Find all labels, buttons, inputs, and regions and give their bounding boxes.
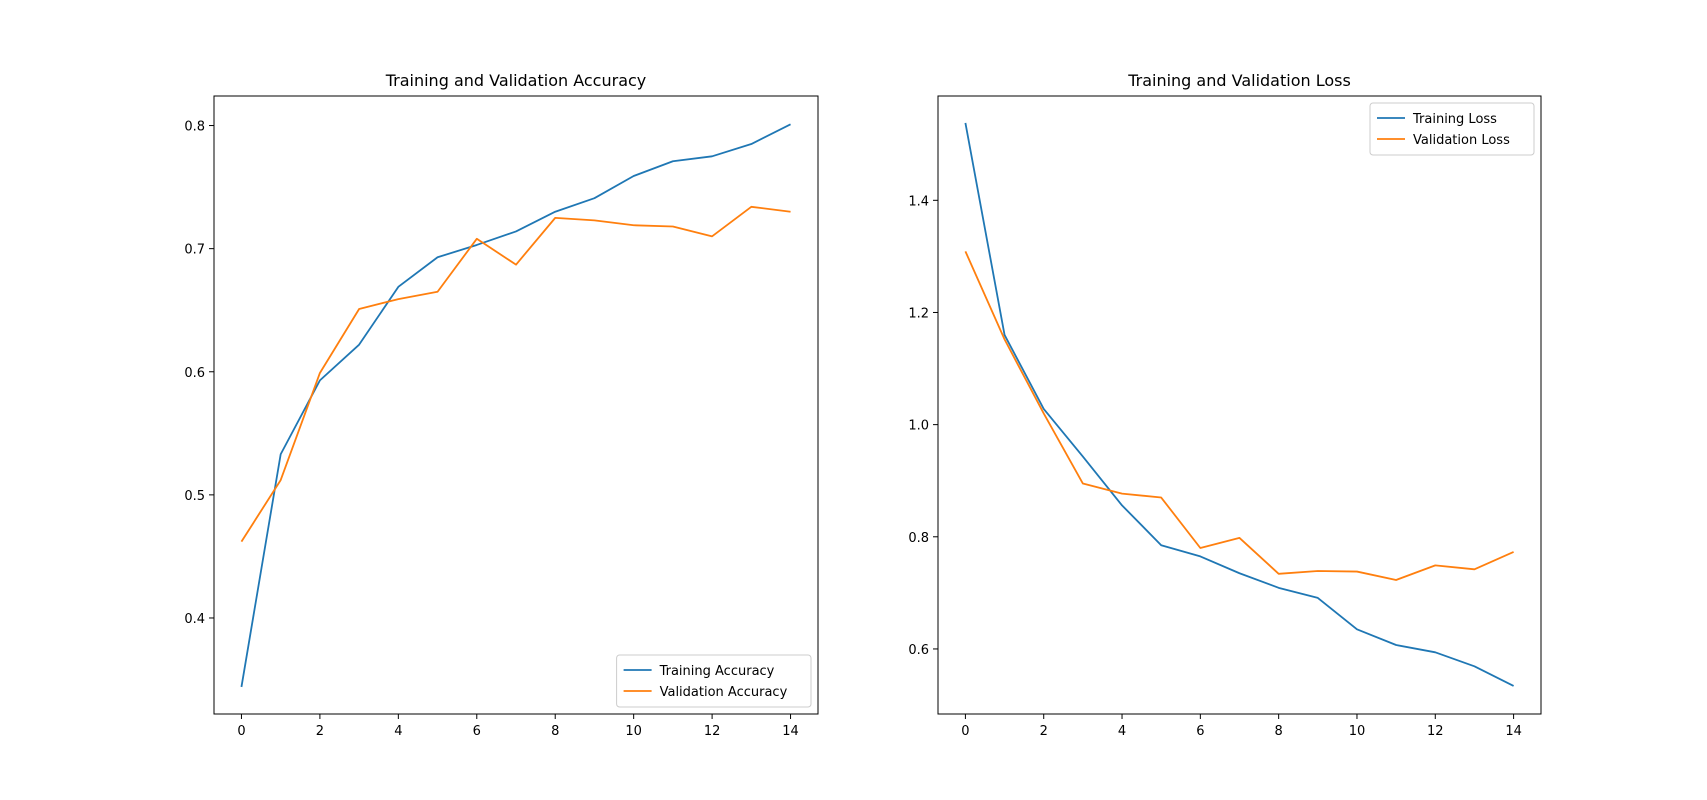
chart-1-legend-box <box>1369 102 1535 156</box>
chart-0-xtick-label: 4 <box>394 724 402 739</box>
chart-1-series-training-loss-line <box>964 122 1514 687</box>
chart-1-axes-frame <box>937 95 1542 715</box>
chart-0-axes-frame <box>213 95 819 715</box>
chart-0-ytick-label: 0.6 <box>184 366 205 381</box>
chart-0-ytick-label: 0.5 <box>184 489 205 504</box>
chart-0-xtick-label: 14 <box>782 724 799 739</box>
chart-0-xtick-label: 12 <box>704 724 721 739</box>
chart-0-legend: Training Accuracy Validation Accuracy <box>616 654 812 708</box>
chart-0-title: Training and Validation Accuracy <box>385 71 647 90</box>
chart-0-legend-box <box>616 654 812 708</box>
chart-0-xtick-label: 8 <box>551 724 559 739</box>
chart-0-xtick-label: 10 <box>625 724 642 739</box>
chart-1-ytick-label: 0.6 <box>908 643 929 658</box>
chart-1-series-validation-loss-line <box>964 250 1514 581</box>
chart-0-legend-label: Training Accuracy <box>659 664 775 679</box>
chart-0-panel: Training and Validation Accuracy 0 2 4 6 8 10 1… <box>184 71 819 739</box>
chart-1-xtick-label: 6 <box>1196 724 1204 739</box>
chart-1-legend-label: Training Loss <box>1412 112 1497 127</box>
chart-1-legend-label: Validation Loss <box>1413 133 1510 148</box>
chart-1-xtick-label: 8 <box>1275 724 1283 739</box>
chart-1-panel: Training and Validation Loss 0 2 4 6 8 10 12 14 0… <box>908 71 1542 739</box>
chart-1-ytick-label: 1.4 <box>908 194 929 209</box>
chart-0-ytick-label: 0.4 <box>184 612 205 627</box>
chart-0-ytick-label: 0.8 <box>184 120 205 135</box>
chart-0-ytick-label: 0.7 <box>184 243 205 258</box>
chart-0-series-training-accuracy-line <box>240 123 791 688</box>
chart-1-legend: Training Loss Validation Loss <box>1369 102 1535 156</box>
chart-0-xtick-label: 0 <box>237 724 245 739</box>
chart-1-xtick-label: 4 <box>1118 724 1126 739</box>
chart-0-series-validation-accuracy-line <box>240 205 791 543</box>
chart-1-xtick-label: 0 <box>961 724 969 739</box>
chart-0-legend-label: Validation Accuracy <box>660 685 788 700</box>
chart-1-xtick-label: 14 <box>1505 724 1522 739</box>
chart-1-xtick-label: 12 <box>1427 724 1444 739</box>
chart-1-title: Training and Validation Loss <box>1127 71 1351 90</box>
chart-1-xtick-label: 2 <box>1040 724 1048 739</box>
chart-1-xtick-label: 10 <box>1349 724 1366 739</box>
chart-1-ytick-label: 1.2 <box>908 306 929 321</box>
chart-0-xtick-label: 2 <box>316 724 324 739</box>
chart-0-xtick-label: 6 <box>473 724 481 739</box>
chart-1-ytick-label: 0.8 <box>908 531 929 546</box>
chart-1-ytick-label: 1.0 <box>908 419 929 434</box>
